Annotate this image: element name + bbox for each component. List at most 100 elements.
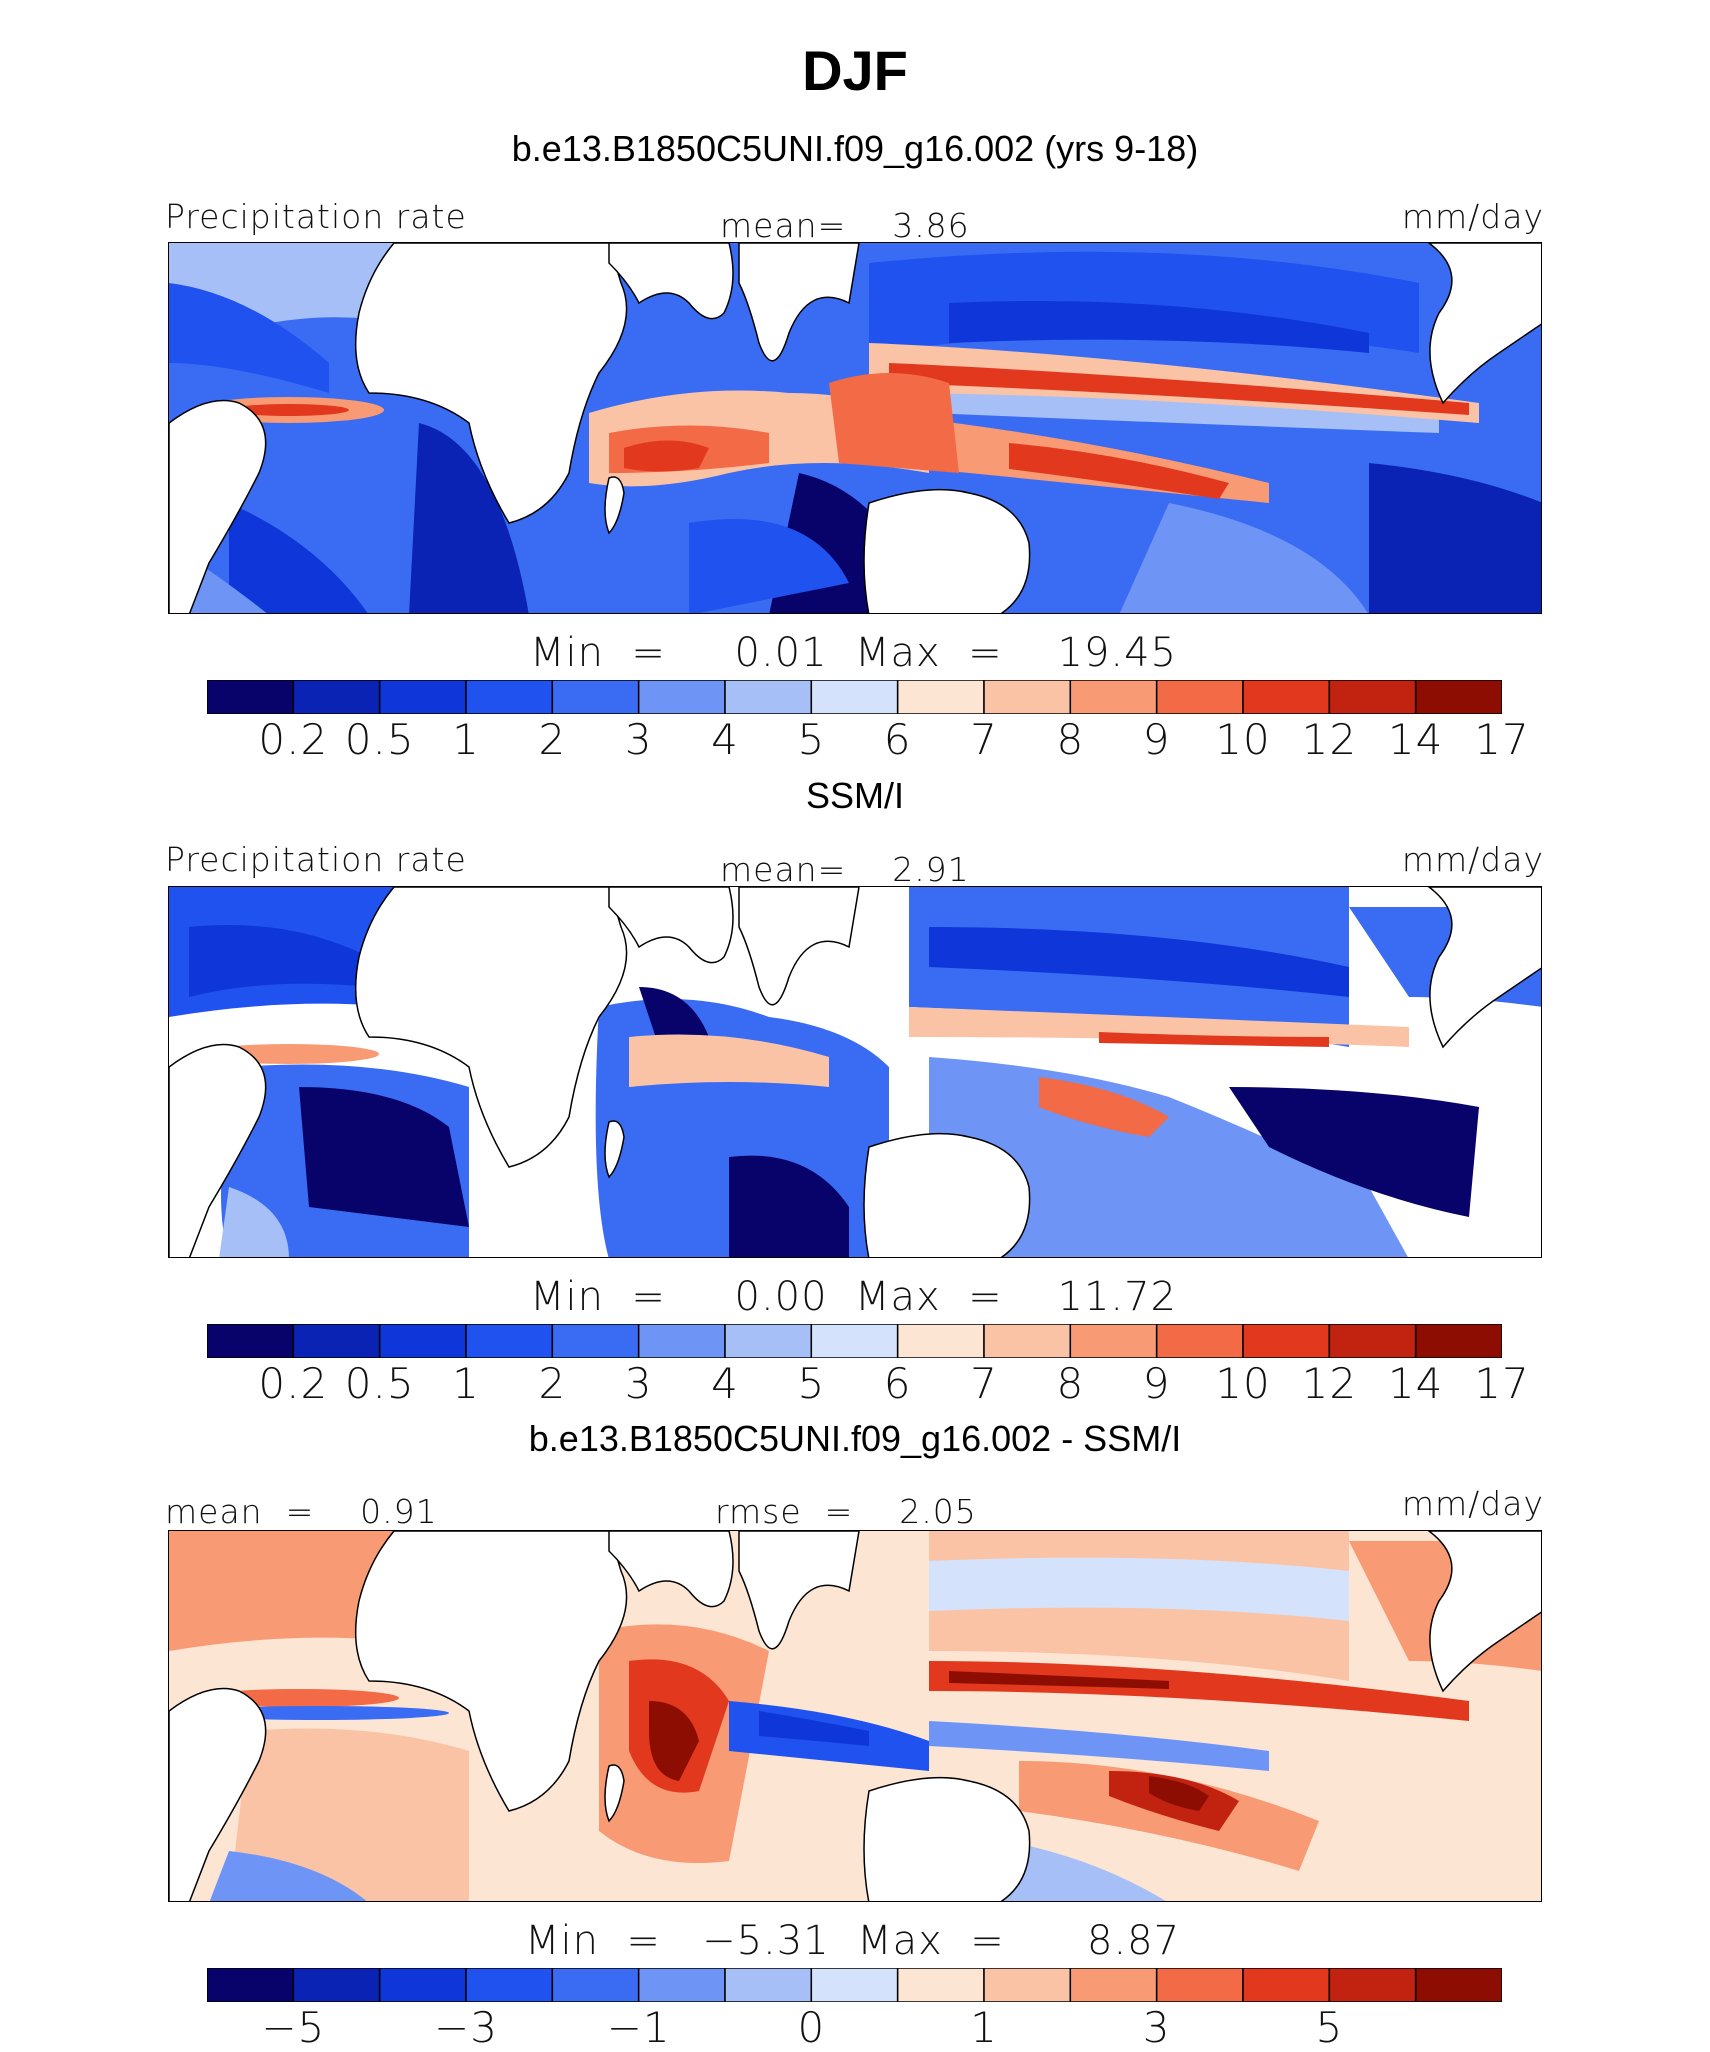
panel2-title: SSM/I <box>805 775 904 816</box>
colorbar-box <box>1069 1324 1158 1358</box>
panel3-title: b.e13.B1850C5UNI.f09_g16.002 - SSM/I <box>528 1418 1182 1459</box>
colorbar-tick-label: 1 <box>970 2003 998 2052</box>
colorbar-box <box>551 680 640 714</box>
colorbar-box <box>637 1968 726 2002</box>
colorbar-box <box>1242 1968 1331 2002</box>
colorbar-box <box>207 1968 295 2002</box>
colorbar-box <box>378 1968 467 2002</box>
panel1-mean-label: mean= 3.86 <box>720 206 970 245</box>
colorbar-tick-label: 14 <box>1387 715 1444 764</box>
colorbar-box <box>983 680 1072 714</box>
panel1-map <box>168 242 1542 614</box>
panel2-mean-label: mean= 2.91 <box>720 850 970 889</box>
colorbar-tick-label: −1 <box>606 2003 671 2052</box>
colorbar-tick-label: 3 <box>624 1359 653 1408</box>
colorbar-box <box>1414 680 1502 714</box>
colorbar-box <box>551 1968 640 2002</box>
colorbar-tick-label: 2 <box>538 1359 567 1408</box>
panel1-variable-label: Precipitation rate <box>165 197 467 236</box>
colorbar-box <box>1328 1324 1417 1358</box>
colorbar-tick-label: 0.2 <box>258 715 329 764</box>
colorbar-tick-label: 0 <box>797 2003 826 2052</box>
colorbar-tick-label: 0.5 <box>344 1359 415 1408</box>
panel1-title: b.e13.B1850C5UNI.f09_g16.002 (yrs 9-18) <box>511 128 1199 169</box>
colorbar-box <box>637 1324 726 1358</box>
panel3-units-label: mm/day <box>1401 1484 1544 1523</box>
figure-title: DJF <box>802 39 908 102</box>
colorbar-box <box>983 1324 1072 1358</box>
colorbar-tick-label: 5 <box>1315 2003 1344 2052</box>
colorbar-box <box>724 680 813 714</box>
colorbar-box <box>378 1324 467 1358</box>
colorbar-box <box>1414 1968 1502 2002</box>
colorbar-box <box>896 1324 985 1358</box>
colorbar-box <box>465 1324 554 1358</box>
colorbar-box <box>724 1968 813 2002</box>
colorbar-box <box>1069 1968 1158 2002</box>
colorbar-box <box>1155 1968 1244 2002</box>
colorbar-tick-label: 0.2 <box>258 1359 329 1408</box>
colorbar-box <box>207 1324 295 1358</box>
colorbar-tick-label: 4 <box>711 715 739 764</box>
colorbar-box <box>1155 1324 1244 1358</box>
colorbar-tick-label: 8 <box>1056 715 1085 764</box>
panel2-map <box>168 886 1542 1258</box>
colorbar-tick-label: 7 <box>970 1359 998 1408</box>
colorbar-box <box>1242 680 1331 714</box>
colorbar-tick-label: 12 <box>1301 1359 1358 1408</box>
colorbar-box <box>292 680 381 714</box>
panel3-minmax: Min = −5.31 Max = 8.87 <box>525 1918 1181 1964</box>
panel2-units-label: mm/day <box>1401 840 1544 879</box>
colorbar-tick-label: 6 <box>883 715 912 764</box>
panel2-minmax: Min = 0.00 Max = 11.72 <box>530 1274 1177 1320</box>
panel3-colorbar <box>207 1968 1502 2002</box>
colorbar-tick-label: 14 <box>1387 1359 1444 1408</box>
colorbar-tick-label: −3 <box>434 2003 498 2052</box>
colorbar-tick-label: 9 <box>1142 1359 1171 1408</box>
colorbar-tick-label: 4 <box>711 1359 739 1408</box>
colorbar-tick-label: 1 <box>452 715 480 764</box>
colorbar-tick-label: 5 <box>797 715 826 764</box>
colorbar-box <box>724 1324 813 1358</box>
colorbar-box <box>378 680 467 714</box>
panel1-colorbar <box>207 680 1502 714</box>
colorbar-box <box>465 680 554 714</box>
colorbar-box <box>465 1968 554 2002</box>
panel2-variable-label: Precipitation rate <box>165 840 467 879</box>
colorbar-tick-label: 17 <box>1474 1359 1530 1408</box>
colorbar-box <box>551 1324 640 1358</box>
colorbar-box <box>292 1324 381 1358</box>
colorbar-box <box>1328 680 1417 714</box>
colorbar-tick-label: 12 <box>1301 715 1358 764</box>
colorbar-box <box>896 1968 985 2002</box>
panel3-mean-label: mean = 0.91 <box>165 1492 438 1531</box>
colorbar-tick-label: 3 <box>624 715 653 764</box>
colorbar-box <box>637 680 726 714</box>
colorbar-box <box>1155 680 1244 714</box>
panel3-rmse-label: rmse = 2.05 <box>715 1492 977 1531</box>
colorbar-tick-label: 6 <box>883 1359 912 1408</box>
colorbar-tick-label: 7 <box>970 715 998 764</box>
colorbar-tick-label: 2 <box>538 715 567 764</box>
colorbar-tick-label: 5 <box>797 1359 826 1408</box>
colorbar-tick-label: 9 <box>1142 715 1171 764</box>
panel3-map <box>168 1530 1542 1902</box>
panel1-units-label: mm/day <box>1401 197 1544 236</box>
colorbar-tick-label: 10 <box>1215 715 1271 764</box>
colorbar-box <box>1069 680 1158 714</box>
colorbar-tick-label: 3 <box>1142 2003 1171 2052</box>
colorbar-tick-label: 10 <box>1215 1359 1271 1408</box>
colorbar-tick-label: 8 <box>1056 1359 1085 1408</box>
colorbar-tick-label: 1 <box>452 1359 480 1408</box>
colorbar-box <box>810 1968 899 2002</box>
colorbar-box <box>896 680 985 714</box>
colorbar-tick-label: 0.5 <box>344 715 415 764</box>
colorbar-box <box>1414 1324 1502 1358</box>
colorbar-tick-label: 17 <box>1474 715 1530 764</box>
colorbar-box <box>1242 1324 1331 1358</box>
colorbar-tick-label: −5 <box>261 2003 326 2052</box>
panel2-colorbar <box>207 1324 1502 1358</box>
colorbar-box <box>810 680 899 714</box>
colorbar-box <box>983 1968 1072 2002</box>
colorbar-box <box>1328 1968 1417 2002</box>
